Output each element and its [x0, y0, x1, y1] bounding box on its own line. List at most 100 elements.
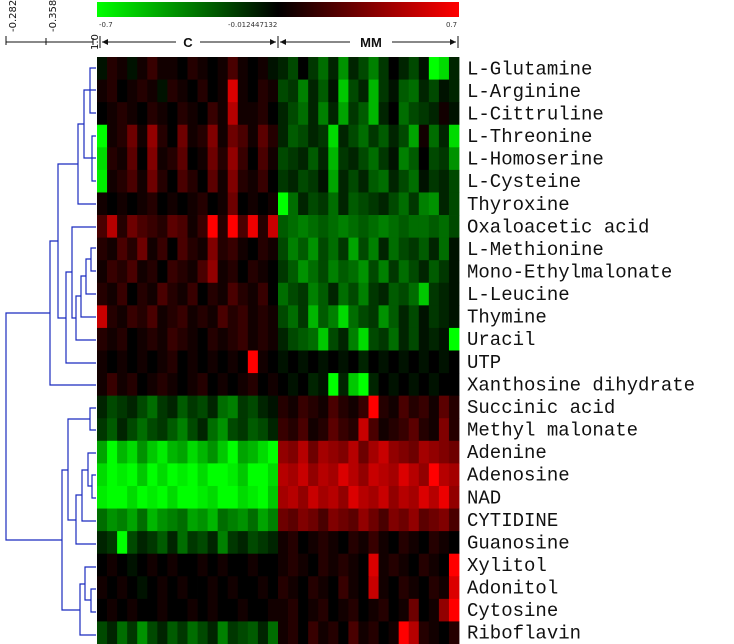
- heatmap-cell: [127, 485, 138, 509]
- heatmap-cell: [147, 576, 158, 600]
- heatmap-cell: [298, 327, 309, 351]
- heatmap-cell: [388, 553, 400, 577]
- heatmap-cell: [288, 350, 299, 374]
- heatmap-cell: [328, 485, 339, 509]
- heatmap-cell: [207, 373, 219, 397]
- heatmap-cell: [257, 598, 269, 622]
- heatmap-cell: [308, 147, 319, 171]
- heatmap-cell: [237, 282, 249, 306]
- heatmap-cell: [428, 598, 440, 622]
- heatmap-cell: [237, 192, 249, 216]
- heatmap-cell: [187, 598, 198, 622]
- heatmap-cell: [117, 553, 128, 577]
- heatmap-cell: [137, 57, 148, 80]
- heatmap-cell: [207, 395, 219, 419]
- heatmap-cell: [117, 102, 128, 126]
- heatmap-cell: [107, 237, 118, 261]
- heatmap-cell: [328, 327, 339, 351]
- heatmap-cell: [157, 553, 168, 577]
- color-scale-min-label: -0.7: [99, 21, 113, 29]
- heatmap-cell: [428, 79, 440, 103]
- heatmap-cell: [388, 508, 400, 532]
- heatmap-cell: [428, 169, 440, 193]
- heatmap-cell: [278, 102, 289, 126]
- heatmap-cell: [217, 260, 229, 284]
- heatmap-cell: [438, 553, 450, 577]
- heatmap-cell: [418, 576, 430, 600]
- heatmap-cell: [157, 621, 168, 644]
- heatmap-cell: [267, 598, 279, 622]
- heatmap-cell: [348, 124, 359, 148]
- color-scale-mid-label: -0.012447132: [228, 21, 277, 29]
- heatmap-cell: [288, 79, 299, 103]
- heatmap-cell: [107, 102, 118, 126]
- heatmap-cell: [137, 350, 148, 374]
- heatmap-cell: [207, 169, 219, 193]
- heatmap-cell: [117, 440, 128, 464]
- heatmap-cell: [147, 282, 158, 306]
- heatmap-cell: [157, 418, 168, 442]
- heatmap-cell: [127, 327, 138, 351]
- heatmap-cell: [358, 485, 369, 509]
- heatmap-cell: [117, 350, 128, 374]
- heatmap-cell: [207, 79, 219, 103]
- heatmap-cell: [388, 192, 400, 216]
- heatmap-cell: [267, 327, 279, 351]
- heatmap-cell: [378, 576, 390, 600]
- heatmap-cell: [448, 553, 460, 577]
- heatmap-cell: [167, 621, 178, 644]
- heatmap-cell: [288, 102, 299, 126]
- heatmap-cell: [388, 237, 400, 261]
- heatmap-cell: [398, 440, 410, 464]
- heatmap-cell: [348, 485, 359, 509]
- heatmap-cell: [167, 395, 178, 419]
- heatmap-cell: [448, 327, 460, 351]
- heatmap-cell: [398, 192, 410, 216]
- heatmap-cell: [348, 192, 359, 216]
- heatmap-cell: [338, 440, 349, 464]
- heatmap-cell: [217, 463, 229, 487]
- heatmap-cell: [167, 418, 178, 442]
- heatmap-cell: [127, 373, 138, 397]
- row-label: Xylitol: [467, 555, 547, 577]
- heatmap-cell: [237, 395, 249, 419]
- heatmap-cell: [97, 147, 108, 171]
- heatmap-cell: [338, 147, 349, 171]
- heatmap-cell: [408, 237, 420, 261]
- heatmap-cell: [197, 508, 209, 532]
- heatmap-cell: [298, 531, 309, 555]
- heatmap-cell: [348, 57, 359, 80]
- heatmap-cell: [247, 124, 259, 148]
- heatmap-cell: [388, 621, 400, 644]
- heatmap-cell: [197, 79, 209, 103]
- heatmap-cell: [257, 282, 269, 306]
- heatmap-cell: [177, 440, 188, 464]
- heatmap-cell: [187, 418, 198, 442]
- heatmap-cell: [408, 531, 420, 555]
- heatmap-cell: [308, 215, 319, 239]
- heatmap-cell: [137, 260, 148, 284]
- heatmap-cell: [197, 350, 209, 374]
- heatmap-cell: [448, 350, 460, 374]
- heatmap-cell: [157, 576, 168, 600]
- heatmap-cell: [278, 305, 289, 329]
- heatmap-cell: [398, 508, 410, 532]
- heatmap-cell: [137, 440, 148, 464]
- heatmap-cell: [448, 260, 460, 284]
- heatmap-cell: [318, 102, 329, 126]
- heatmap-cell: [428, 305, 440, 329]
- heatmap-cell: [278, 440, 289, 464]
- heatmap-cell: [177, 192, 188, 216]
- heatmap-cell: [298, 598, 309, 622]
- heatmap-cell: [97, 327, 108, 351]
- heatmap-cell: [237, 485, 249, 509]
- heatmap-cell: [308, 418, 319, 442]
- heatmap-cell: [278, 282, 289, 306]
- heatmap-cell: [127, 305, 138, 329]
- heatmap-cell: [267, 621, 279, 644]
- heatmap-cell: [278, 395, 289, 419]
- heatmap-cell: [408, 553, 420, 577]
- heatmap-cell: [288, 192, 299, 216]
- heatmap-cell: [358, 327, 369, 351]
- heatmap-cell: [167, 350, 178, 374]
